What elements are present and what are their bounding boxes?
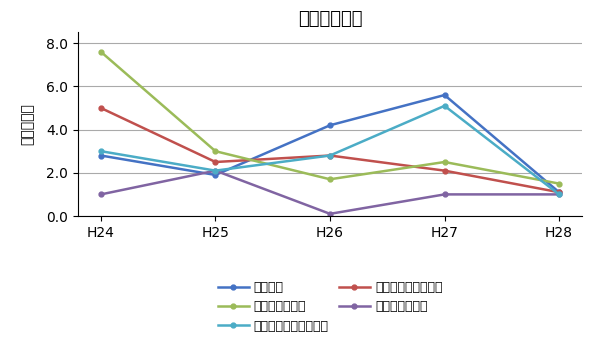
- 情報・知能工学: [326, 177, 334, 181]
- 建築・都市システム学: [97, 149, 104, 153]
- 機械工学: [441, 93, 448, 97]
- 建築・都市システム学: [326, 153, 334, 158]
- 建築・都市システム学: [556, 192, 563, 197]
- 機械工学: [97, 153, 104, 158]
- 建築・都市システム学: [441, 104, 448, 108]
- 電気・電子情報工学: [97, 106, 104, 110]
- 機械工学: [556, 190, 563, 194]
- 機械工学: [326, 123, 334, 127]
- 環境・生命工学: [556, 192, 563, 197]
- 電気・電子情報工学: [212, 160, 219, 164]
- 機械工学: [212, 173, 219, 177]
- 情報・知能工学: [97, 50, 104, 54]
- Line: 電気・電子情報工学: 電気・電子情報工学: [98, 105, 562, 195]
- Title: 特別推薦選抜: 特別推薦選抜: [298, 10, 362, 28]
- 環境・生命工学: [97, 192, 104, 197]
- 電気・電子情報工学: [556, 190, 563, 194]
- 環境・生命工学: [326, 212, 334, 216]
- 情報・知能工学: [212, 149, 219, 153]
- 電気・電子情報工学: [326, 153, 334, 158]
- Line: 環境・生命工学: 環境・生命工学: [98, 168, 562, 216]
- Line: 情報・知能工学: 情報・知能工学: [98, 49, 562, 186]
- Line: 機械工学: 機械工学: [98, 93, 562, 195]
- 環境・生命工学: [441, 192, 448, 197]
- Line: 建築・都市システム学: 建築・都市システム学: [98, 103, 562, 197]
- 情報・知能工学: [556, 181, 563, 186]
- 建築・都市システム学: [212, 168, 219, 173]
- Text: 倍率（倍）: 倍率（倍）: [20, 103, 35, 145]
- 情報・知能工学: [441, 160, 448, 164]
- Legend: 機械工学, 情報・知能工学, 建築・都市システム学, 電気・電子情報工学, 環境・生命工学: 機械工学, 情報・知能工学, 建築・都市システム学, 電気・電子情報工学, 環境…: [214, 277, 446, 336]
- 電気・電子情報工学: [441, 168, 448, 173]
- 環境・生命工学: [212, 168, 219, 173]
